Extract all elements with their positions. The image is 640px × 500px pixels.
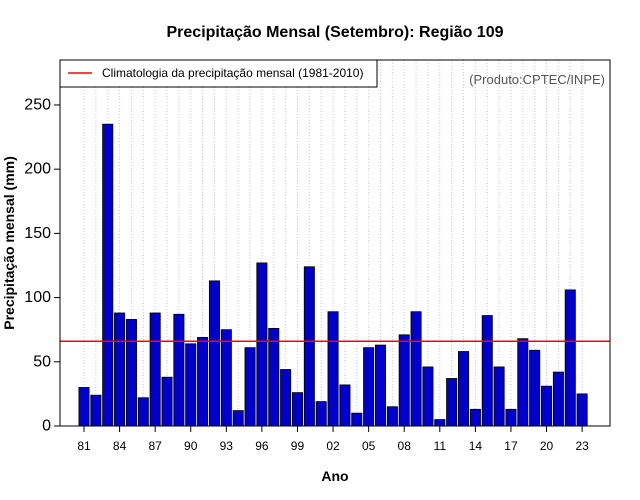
x-tick-label-2017: 17 <box>504 439 518 453</box>
x-tick-label-2002: 02 <box>326 439 340 453</box>
bar-2017 <box>505 408 517 427</box>
y-axis-title: Precipitação mensal (mm) <box>1 156 17 330</box>
bar-2012 <box>446 378 458 427</box>
x-axis: 81 84 87 90 93 96 99 02 05 08 11 14 17 20 23 <box>77 426 589 453</box>
bar-2005 <box>363 347 375 427</box>
bar-1993 <box>220 329 232 427</box>
x-tick-label-1996: 96 <box>255 439 269 453</box>
y-tick-label-50: 50 <box>33 353 51 370</box>
bar-1999 <box>291 392 303 427</box>
bar-2023 <box>576 393 588 427</box>
bar-2015 <box>481 315 493 427</box>
source-note: (Produto:CPTEC/INPE) <box>469 72 605 87</box>
y-tick-label-250: 250 <box>24 96 51 113</box>
bar-2019 <box>529 349 541 427</box>
x-tick-label-2011: 11 <box>434 439 447 453</box>
x-tick-label-2020: 20 <box>540 439 554 453</box>
bar-2009 <box>410 311 422 427</box>
bar-1996 <box>256 262 268 427</box>
bar-2016 <box>493 366 505 427</box>
x-tick-label-2008: 08 <box>398 439 412 453</box>
bar-2000 <box>303 266 315 427</box>
y-tick-label-200: 200 <box>24 161 51 178</box>
bar-1987 <box>149 312 161 427</box>
legend: Climatologia da precipitação mensal (198… <box>59 59 378 88</box>
x-tick-label-1984: 84 <box>113 439 127 453</box>
bar-2022 <box>564 289 576 427</box>
bar-2002 <box>327 311 339 427</box>
bar-1986 <box>137 397 149 427</box>
x-tick-label-2005: 05 <box>362 439 376 453</box>
x-tick-label-1993: 93 <box>220 439 234 453</box>
bar-1998 <box>280 369 292 427</box>
bar-2013 <box>458 351 470 427</box>
bar-2001 <box>315 401 327 427</box>
bar-1989 <box>173 313 185 427</box>
x-tick-label-1990: 90 <box>184 439 198 453</box>
bar-2004 <box>351 412 363 427</box>
bar-2010 <box>422 366 434 427</box>
legend-label: Climatologia da precipitação mensal (198… <box>102 66 363 80</box>
bar-2008 <box>398 334 410 427</box>
bar-1985 <box>125 319 137 427</box>
bar-1981 <box>78 387 90 427</box>
bar-1991 <box>197 336 209 427</box>
bar-2018 <box>517 338 529 427</box>
bar-2003 <box>339 384 351 427</box>
bar-2011 <box>434 419 446 427</box>
bar-1992 <box>208 280 220 427</box>
bar-2007 <box>386 406 398 427</box>
x-tick-label-2023: 23 <box>575 439 589 453</box>
bar-series <box>78 123 588 427</box>
y-tick-label-150: 150 <box>24 225 51 242</box>
bar-1982 <box>90 394 102 427</box>
chart-title: Precipitação Mensal (Setembro): Região 1… <box>167 24 504 41</box>
x-tick-label-1987: 87 <box>148 439 162 453</box>
x-tick-label-1981: 81 <box>77 439 91 453</box>
bar-1995 <box>244 347 256 427</box>
bar-1994 <box>232 410 244 427</box>
y-tick-label-100: 100 <box>24 289 51 306</box>
grid-lines <box>83 60 583 426</box>
bar-2020 <box>541 385 553 427</box>
bar-1990 <box>185 343 197 427</box>
y-tick-label-0: 0 <box>42 418 51 435</box>
legend-box <box>59 59 378 88</box>
bar-1988 <box>161 376 173 427</box>
bar-2006 <box>374 344 386 427</box>
bar-1983 <box>102 123 114 427</box>
x-axis-title: Ano <box>321 468 348 484</box>
bar-1997 <box>268 327 280 427</box>
bar-2014 <box>469 408 481 427</box>
x-tick-label-1999: 99 <box>291 439 305 453</box>
x-tick-label-2014: 14 <box>469 439 483 453</box>
bar-2021 <box>552 371 564 427</box>
y-axis: 0 50 100 150 200 250 <box>24 96 60 435</box>
bar-1984 <box>114 312 126 427</box>
